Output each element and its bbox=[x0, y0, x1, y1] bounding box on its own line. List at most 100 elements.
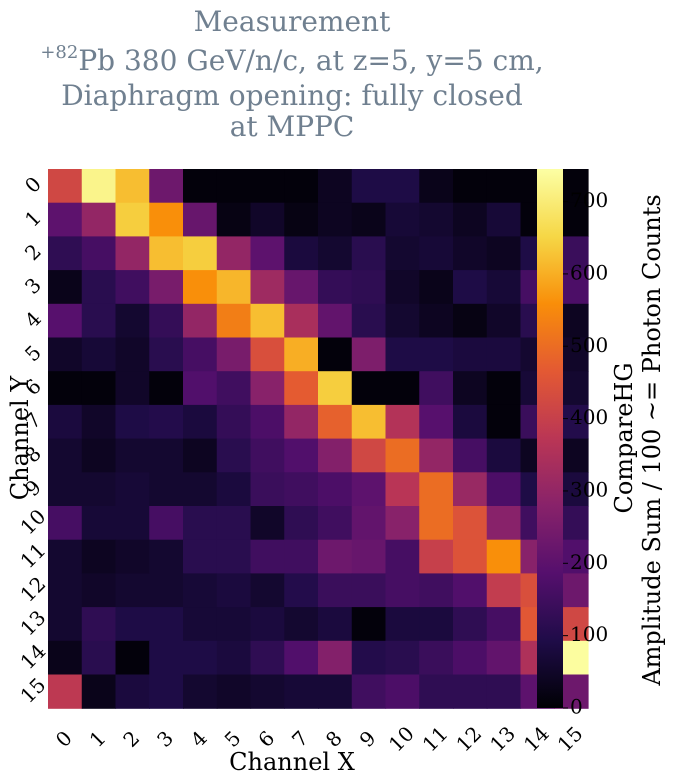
chart-title-line-1: Measurement bbox=[194, 5, 391, 38]
heatmap-cell bbox=[81, 674, 117, 709]
heatmap-cell bbox=[115, 337, 150, 372]
heatmap-cell bbox=[250, 607, 285, 642]
heatmap-cell bbox=[115, 640, 150, 676]
heatmap-cell bbox=[183, 438, 218, 473]
colorbar-label-line-1: CompareHG bbox=[610, 362, 638, 513]
heatmap-cell bbox=[149, 337, 184, 372]
heatmap-cell bbox=[486, 270, 522, 305]
colorbar-ticks: 0 100 200 300 400 500 600 700 bbox=[563, 188, 608, 719]
heatmap-cell bbox=[486, 640, 522, 676]
heatmap-cell bbox=[216, 236, 252, 271]
heatmap-cell bbox=[149, 303, 184, 339]
heatmap-cell bbox=[216, 303, 252, 339]
heatmap-cell bbox=[486, 169, 522, 204]
heatmap-cell bbox=[48, 337, 83, 372]
heatmap-cell bbox=[419, 270, 454, 305]
heatmap-cell bbox=[351, 640, 387, 676]
heatmap-cell bbox=[419, 472, 454, 507]
heatmap-cell bbox=[419, 202, 454, 237]
heatmap-cell bbox=[419, 169, 454, 204]
heatmap-cell bbox=[81, 236, 117, 271]
heatmap-cell bbox=[385, 371, 420, 406]
heatmap-cell bbox=[318, 573, 353, 608]
heatmap-cell bbox=[486, 337, 522, 372]
colorbar-tick-label: 0 bbox=[570, 695, 583, 719]
heatmap-cell bbox=[318, 270, 353, 305]
heatmap-cell bbox=[81, 607, 117, 642]
heatmap-cell bbox=[250, 371, 285, 406]
heatmap-cell bbox=[419, 236, 454, 271]
heatmap-cell bbox=[183, 202, 218, 237]
x-tick-label: 13 bbox=[485, 721, 520, 756]
heatmap-cell bbox=[486, 438, 522, 473]
heatmap-cell bbox=[183, 270, 218, 305]
heatmap-cell bbox=[419, 438, 454, 473]
heatmap-cell bbox=[385, 674, 420, 709]
heatmap-cell bbox=[81, 472, 117, 507]
heatmap-cell bbox=[183, 472, 218, 507]
heatmap-cell bbox=[419, 539, 454, 574]
x-tick-label: 10 bbox=[384, 721, 419, 756]
heatmap-cell bbox=[385, 236, 420, 271]
y-tick-label: 4 bbox=[20, 307, 46, 333]
heatmap-cell bbox=[351, 506, 387, 541]
y-tick-label: 11 bbox=[15, 538, 50, 573]
heatmap-cell bbox=[318, 539, 353, 574]
heatmap-cell bbox=[250, 674, 285, 709]
y-tick-label: 12 bbox=[15, 572, 50, 607]
heatmap-cell bbox=[48, 371, 83, 406]
heatmap-cell bbox=[250, 438, 285, 473]
y-tick-label: 1 bbox=[20, 206, 46, 232]
heatmap-cell bbox=[318, 371, 353, 406]
heatmap-cell bbox=[351, 438, 387, 473]
y-tick-label: 10 bbox=[15, 504, 50, 539]
heatmap-cell bbox=[183, 236, 218, 271]
x-tick-label: 15 bbox=[553, 721, 588, 756]
heatmap-cell bbox=[419, 674, 454, 709]
heatmap-cell bbox=[284, 371, 319, 406]
heatmap-cell bbox=[216, 404, 252, 440]
heatmap-cell bbox=[183, 674, 218, 709]
heatmap-cell bbox=[318, 607, 353, 642]
heatmap-cell bbox=[486, 404, 522, 440]
heatmap-cell bbox=[183, 640, 218, 676]
heatmap-cell bbox=[486, 371, 522, 406]
heatmap-cell bbox=[385, 404, 420, 440]
heatmap-cell bbox=[183, 303, 218, 339]
heatmap-cell bbox=[48, 640, 83, 676]
chart-title-line-2: +82Pb 380 GeV/n/c, at z=5, y=5 cm, bbox=[40, 42, 543, 77]
heatmap-cell bbox=[250, 573, 285, 608]
x-tick-label: 4 bbox=[186, 726, 212, 752]
heatmap-cell bbox=[453, 169, 488, 204]
heatmap-cell bbox=[149, 472, 184, 507]
heatmap-cell bbox=[115, 539, 150, 574]
heatmap-cell bbox=[183, 169, 218, 204]
heatmap-cell bbox=[419, 303, 454, 339]
heatmap-cell bbox=[149, 169, 184, 204]
heatmap-cell bbox=[284, 607, 319, 642]
heatmap-cell bbox=[385, 640, 420, 676]
heatmap-cell bbox=[486, 506, 522, 541]
heatmap-cell bbox=[284, 169, 319, 204]
heatmap-cell bbox=[351, 472, 387, 507]
heatmap-cell bbox=[183, 371, 218, 406]
heatmap-cell bbox=[115, 169, 150, 204]
heatmap-cell bbox=[351, 404, 387, 440]
heatmap-cell bbox=[149, 438, 184, 473]
heatmap-cell bbox=[216, 169, 252, 204]
heatmap-cell bbox=[385, 270, 420, 305]
heatmap-cell bbox=[385, 607, 420, 642]
colorbar-tick-label: 200 bbox=[570, 550, 608, 574]
chart-title-line-4: at MPPC bbox=[230, 110, 355, 143]
heatmap-cell bbox=[419, 404, 454, 440]
heatmap-cell bbox=[149, 404, 184, 440]
x-tick-label: 11 bbox=[418, 721, 453, 756]
x-tick-label: 14 bbox=[519, 721, 554, 756]
heatmap-cell bbox=[453, 506, 488, 541]
heatmap-cell bbox=[216, 472, 252, 507]
heatmap-cell bbox=[216, 674, 252, 709]
heatmap-cell bbox=[453, 607, 488, 642]
heatmap-cell bbox=[48, 472, 83, 507]
heatmap-cell bbox=[149, 573, 184, 608]
heatmap-cell bbox=[318, 236, 353, 271]
